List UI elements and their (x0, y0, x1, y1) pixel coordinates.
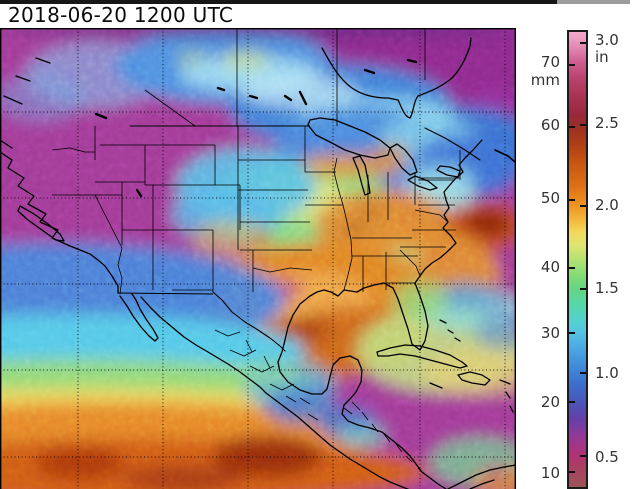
colorbar-in-labels: 3.0 in 2.5 2.0 1.5 1.0 0.5 (595, 30, 637, 489)
map-border (0, 28, 516, 489)
mm-label-60: 60 (540, 116, 560, 134)
in-label-3.0: 3.0 (595, 31, 619, 50)
mm-tick-50 (569, 198, 575, 201)
in-label-1.0: 1.0 (595, 363, 619, 382)
in-tick-1.5 (580, 287, 586, 290)
pw-color-field (0, 28, 516, 489)
in-tick-2.5 (580, 124, 586, 127)
mm-tick-30 (569, 332, 575, 335)
precipitable-water-map (0, 28, 516, 489)
mm-tick-70 (569, 63, 575, 66)
mm-label-30: 30 (540, 323, 560, 342)
in-label-2.0: 2.0 (595, 195, 619, 214)
noise-texture (0, 28, 516, 489)
mm-tick-40 (569, 266, 575, 269)
mm-label-50: 50 (540, 188, 560, 207)
state-borders (51, 28, 461, 475)
map-svg (0, 28, 516, 489)
in-tick-0.5 (580, 455, 586, 458)
mm-tick-10 (569, 471, 575, 474)
coastlines (0, 37, 516, 489)
in-tick-3.0 (580, 42, 586, 44)
top-bar-gray-segment (557, 0, 630, 4)
mm-unit-label: mm (530, 71, 560, 90)
mm-tick-60 (569, 126, 575, 129)
top-bar (0, 0, 640, 4)
in-unit-label: in (595, 48, 609, 67)
in-tick-2.0 (580, 205, 586, 208)
in-label-0.5: 0.5 (595, 447, 619, 466)
lakes (94, 58, 418, 198)
in-label-2.5: 2.5 (595, 114, 619, 133)
in-label-1.5: 1.5 (595, 278, 619, 297)
mm-label-70: 70 (540, 53, 560, 72)
in-tick-1.0 (580, 371, 586, 374)
top-bar-dark-segment (0, 0, 557, 4)
colorbar-gradient (567, 30, 588, 489)
graticule (0, 28, 516, 489)
colorbar-mm-labels: 70 mm 60 50 40 30 20 10 (518, 30, 560, 489)
mm-label-10: 10 (540, 463, 560, 482)
mm-tick-20 (569, 400, 575, 403)
mm-label-20: 20 (540, 392, 560, 411)
mm-label-40: 40 (540, 257, 560, 276)
map-title: 2018-06-20 1200 UTC (8, 3, 234, 27)
